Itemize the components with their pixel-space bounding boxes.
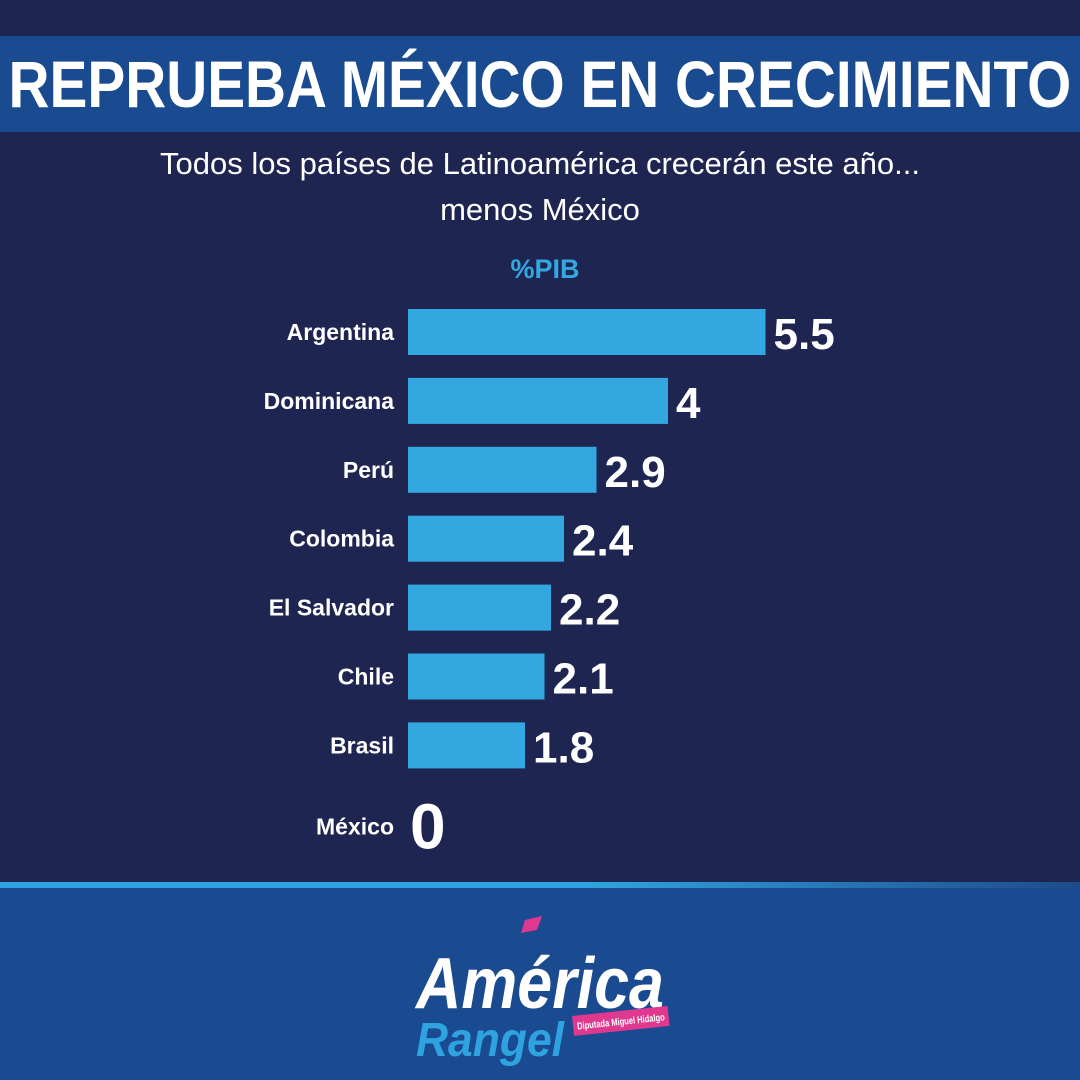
subtitle-line-1: Todos los países de Latinoamérica crecer… (160, 146, 920, 181)
bar-chile (408, 653, 545, 700)
bar-dominicana (408, 377, 668, 424)
category-label-chile: Chile (338, 664, 394, 690)
bar-brasil (408, 722, 525, 769)
bar-argentina (408, 309, 766, 355)
bar-colombia (408, 515, 564, 562)
category-label-argentina: Argentina (287, 319, 395, 345)
logo-name-line1: América (414, 944, 664, 1024)
category-label-brasil: Brasil (330, 732, 394, 758)
footer-divider (0, 882, 1080, 888)
page-title: REPRUEBA MÉXICO EN CRECIMIENTO (8, 47, 1072, 121)
logo-tag-background (572, 1005, 670, 1036)
subtitle-line-2: menos México (440, 192, 640, 227)
america-rangel-logo: América Rangel Diputada Miguel Hidalgo (414, 916, 670, 1066)
bar-el-salvador (408, 584, 551, 631)
category-label-el-salvador: El Salvador (269, 595, 394, 621)
value-label-mexico: 0 (410, 790, 446, 862)
value-label-chile: 2.1 (553, 655, 614, 704)
title-banner: REPRUEBA MÉXICO EN CRECIMIENTO (0, 36, 1080, 132)
category-label-mexico: México (316, 813, 394, 839)
value-label-colombia: 2.4 (572, 517, 634, 566)
value-label-el-salvador: 2.2 (559, 586, 620, 635)
bar-peru (408, 446, 597, 493)
logo-accent-mark (521, 916, 542, 933)
bar-chart: Argentina 5.5 Dominicana 4 Perú 2.9 Colombia 2.… (264, 309, 835, 862)
category-label-colombia: Colombia (289, 526, 394, 552)
category-label-peru: Perú (343, 457, 394, 483)
value-label-dominicana: 4 (676, 379, 701, 428)
chart-unit-label: %PIB (510, 254, 580, 284)
value-label-brasil: 1.8 (533, 723, 594, 772)
logo-name-line2: Rangel (416, 1014, 566, 1066)
category-label-dominicana: Dominicana (264, 388, 395, 414)
value-label-argentina: 5.5 (774, 310, 835, 359)
value-label-peru: 2.9 (605, 448, 666, 497)
